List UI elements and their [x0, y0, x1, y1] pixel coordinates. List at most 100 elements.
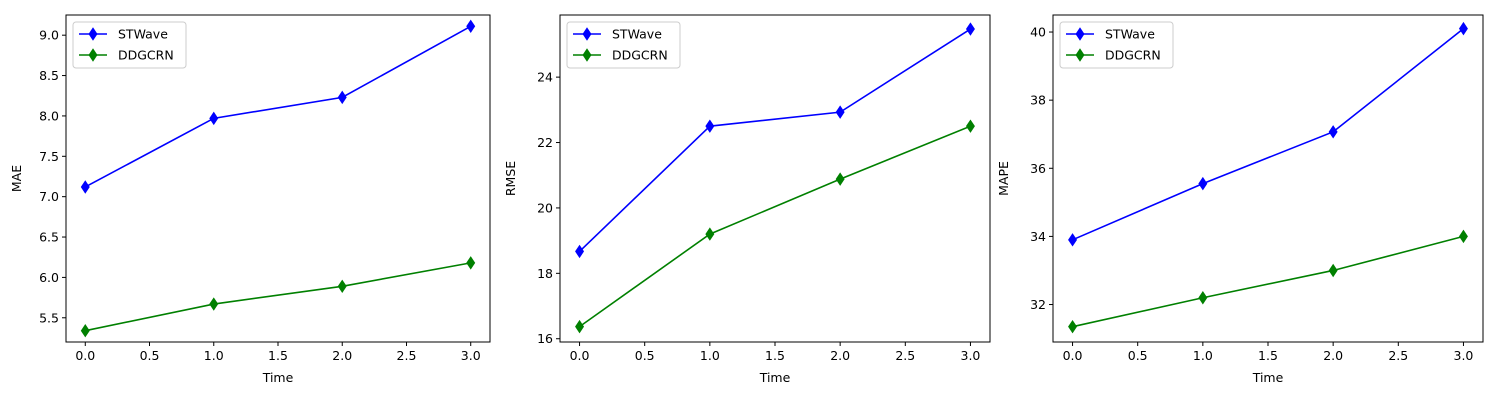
y-tick-label: 22 — [537, 135, 553, 150]
y-tick-label: 24 — [537, 70, 553, 85]
x-tick-label: 2.5 — [1388, 348, 1408, 363]
data-point — [337, 90, 347, 105]
x-tick-label: 1.5 — [268, 348, 288, 363]
series-line — [85, 262, 471, 332]
y-axis-label: RMSE — [503, 161, 518, 196]
legend-label: STWave — [1105, 27, 1155, 42]
y-tick-label: 36 — [1030, 161, 1046, 176]
data-point — [337, 279, 347, 294]
y-tick-label: 38 — [1030, 93, 1046, 108]
y-tick-label: 40 — [1030, 25, 1046, 40]
legend-label: STWave — [612, 27, 662, 42]
data-point — [209, 111, 219, 126]
x-tick-label: 0.0 — [75, 348, 95, 363]
legend-marker — [582, 48, 592, 62]
y-axis-label: MAE — [9, 165, 24, 192]
series-ddgcrn — [80, 256, 476, 338]
data-point — [575, 319, 585, 334]
y-axis-label: MAPE — [996, 161, 1011, 196]
axis-frame — [559, 14, 991, 343]
x-tick-label: 3.0 — [1454, 348, 1474, 363]
legend-marker — [1075, 27, 1085, 41]
x-tick-label: 2.0 — [1323, 348, 1343, 363]
x-tick-label: 2.5 — [895, 348, 915, 363]
x-tick-label: 2.5 — [397, 348, 417, 363]
x-tick-label: 0.0 — [1063, 348, 1083, 363]
legend-marker — [582, 27, 592, 41]
x-axis-label: Time — [1252, 370, 1284, 385]
y-tick-label: 9.0 — [39, 28, 59, 43]
data-point — [466, 256, 476, 270]
x-tick-label: 2.0 — [830, 348, 850, 363]
x-tick-label: 2.0 — [332, 348, 352, 363]
data-point — [1458, 229, 1468, 244]
y-tick-label: 34 — [1030, 229, 1046, 244]
y-tick-label: 7.5 — [39, 149, 59, 164]
series-ddgcrn — [1068, 229, 1468, 334]
data-point — [835, 105, 845, 119]
x-tick-label: 0.0 — [570, 348, 590, 363]
data-point — [705, 227, 715, 241]
x-axis-label: Time — [262, 370, 294, 385]
legend-marker — [1075, 48, 1085, 62]
legend-marker — [88, 27, 98, 41]
x-tick-label: 1.0 — [204, 348, 224, 363]
x-axis-label: Time — [759, 370, 791, 385]
series-ddgcrn — [575, 119, 975, 334]
axis-frame — [1052, 14, 1484, 343]
series-line — [1072, 27, 1464, 241]
data-point — [80, 323, 90, 338]
chart-0: 0.0 0.5 1.0 1.5 2.0 2.5 3.0 5.5 6.0 6.5 7.0 7.5 8.0 8… — [9, 14, 491, 385]
legend-marker — [88, 48, 98, 62]
y-tick-label: 20 — [537, 200, 553, 215]
data-point — [209, 297, 219, 311]
data-point — [1068, 319, 1078, 334]
legend: STWave DDGCRN — [1059, 21, 1174, 69]
y-tick-label: 6.0 — [39, 270, 59, 285]
y-tick-label: 32 — [1030, 297, 1046, 312]
legend-label: DDGCRN — [1105, 48, 1161, 63]
data-point — [705, 119, 715, 133]
data-point — [835, 172, 845, 186]
y-tick-label: 7.0 — [39, 189, 59, 204]
legend-label: DDGCRN — [118, 48, 174, 63]
axis-frame — [65, 14, 491, 343]
y-tick-label: 8.5 — [39, 68, 59, 83]
data-point — [575, 244, 585, 259]
data-point — [80, 180, 90, 194]
series-stwave — [575, 22, 975, 259]
x-tick-label: 1.0 — [1193, 348, 1213, 363]
data-point — [1328, 263, 1338, 278]
x-tick-label: 3.0 — [461, 348, 481, 363]
data-point — [1328, 125, 1338, 139]
data-point — [466, 19, 476, 34]
y-tick-label: 18 — [537, 266, 553, 281]
x-tick-label: 3.0 — [961, 348, 981, 363]
legend-label: STWave — [118, 27, 168, 42]
series-stwave — [80, 19, 476, 194]
x-tick-label: 0.5 — [1128, 348, 1148, 363]
series-line — [84, 25, 472, 188]
data-point — [965, 22, 975, 36]
data-point — [1198, 176, 1208, 191]
x-tick-label: 1.0 — [700, 348, 720, 363]
x-tick-label: 0.5 — [635, 348, 655, 363]
legend-label: DDGCRN — [612, 48, 668, 63]
data-point — [1198, 290, 1208, 305]
series-line — [578, 28, 971, 252]
x-tick-label: 1.5 — [765, 348, 785, 363]
legend: STWave DDGCRN — [566, 21, 681, 69]
series-line — [1072, 235, 1464, 328]
data-point — [965, 119, 975, 133]
legend: STWave DDGCRN — [72, 21, 187, 69]
data-point — [1458, 21, 1468, 36]
y-tick-label: 6.5 — [39, 230, 59, 245]
y-tick-label: 5.5 — [39, 310, 59, 325]
series-stwave — [1068, 21, 1468, 247]
x-tick-label: 1.5 — [1258, 348, 1278, 363]
series-line — [579, 125, 971, 328]
y-tick-label: 8.0 — [39, 108, 59, 123]
chart-1: 0.0 0.5 1.0 1.5 2.0 2.5 3.0 16 18 20 22 24 Time RMSE S… — [503, 14, 991, 385]
